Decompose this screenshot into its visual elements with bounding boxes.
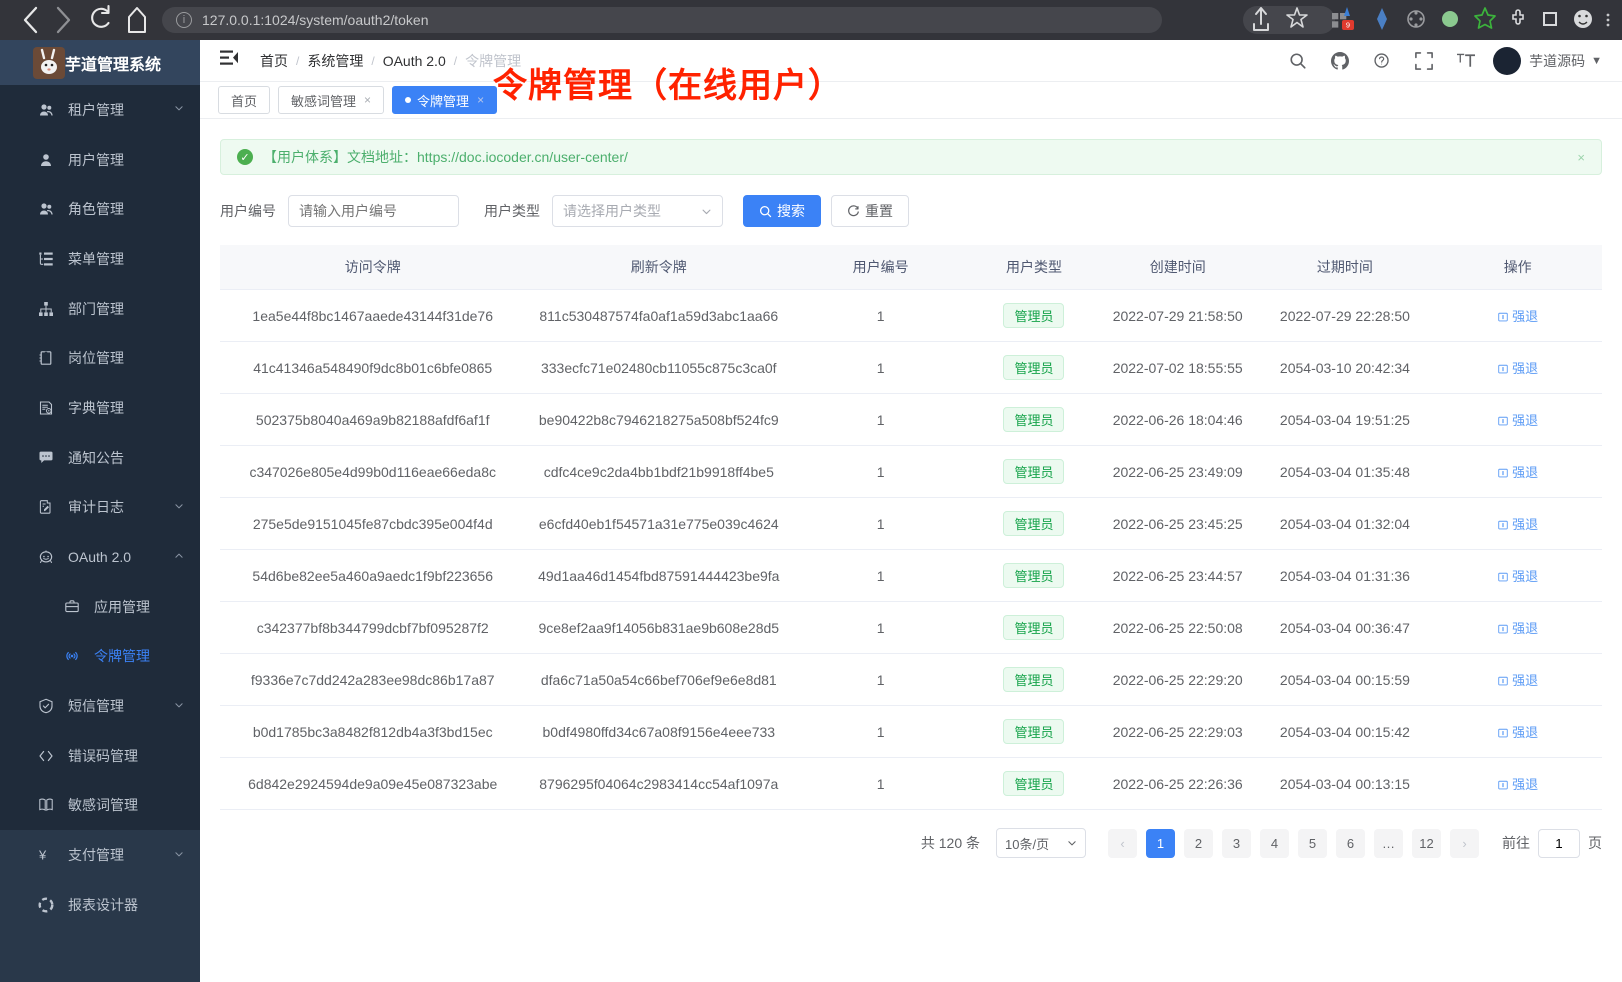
svg-text:¥: ¥ [38,848,47,863]
